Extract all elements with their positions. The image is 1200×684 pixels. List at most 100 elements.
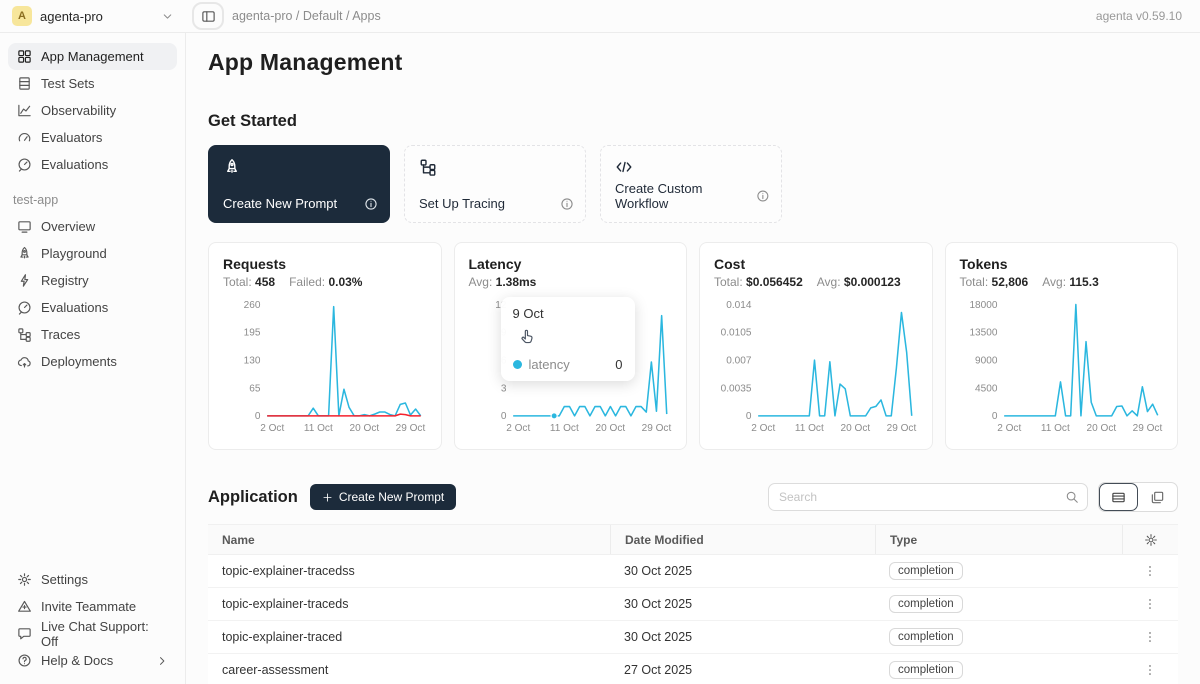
svg-text:0: 0 — [255, 411, 261, 422]
info-icon[interactable] — [756, 189, 770, 203]
chart-area[interactable]: 0 4500 9000 13500 18000 2 Oct 11 Oct 20 Oct 29 O… — [960, 293, 1164, 439]
search-icon[interactable] — [1065, 490, 1079, 504]
sidebar-item-evaluations[interactable]: Evaluations — [8, 151, 177, 178]
metric-card-tokens: Tokens Total: 52,806 Avg: 115.3 0 4500 9000 13… — [944, 242, 1178, 450]
chart-svg: 0 65 130 195 260 2 Oct 11 Oct 20 Oct 29 Oct — [244, 300, 426, 434]
stat-label: Total: — [714, 275, 743, 289]
grid-icon — [17, 49, 32, 64]
search-input[interactable] — [779, 490, 1065, 504]
chart-svg: 0 0.0035 0.007 0.0105 0.014 2 Oct 11 Oct 20 Oct… — [721, 300, 917, 434]
svg-text:18000: 18000 — [969, 300, 997, 311]
svg-text:2 Oct: 2 Oct — [751, 423, 775, 434]
create-new-prompt-button[interactable]: Create New Prompt — [309, 484, 457, 510]
svg-text:9000: 9000 — [975, 356, 998, 367]
metric-stats: Total: 52,806 Avg: 115.3 — [960, 275, 1164, 289]
sidebar-item-label: Evaluations — [41, 300, 109, 315]
applications-table: Name Date Modified Type topic-explainer-tr… — [208, 524, 1178, 684]
stat-label: Total: — [223, 275, 252, 289]
tree-icon — [419, 158, 437, 176]
table-view-button[interactable] — [1099, 483, 1138, 511]
svg-text:11 Oct: 11 Oct — [304, 423, 333, 434]
svg-text:2 Oct: 2 Oct — [997, 423, 1021, 434]
tooltip-series-label: latency — [528, 357, 570, 372]
svg-text:4500: 4500 — [975, 383, 998, 394]
sidebar-item-label: Evaluations — [41, 157, 109, 172]
row-menu-dots-icon[interactable] — [1143, 597, 1157, 611]
svg-text:20 Oct: 20 Oct — [350, 423, 380, 434]
sidebar-footer-nav: Settings Invite Teammate Live Chat Support… — [8, 566, 177, 674]
table-view-icon — [1111, 490, 1126, 505]
get-started-card-create-custom-workflow[interactable]: Create Custom Workflow — [600, 145, 782, 223]
sidebar-toggle-button[interactable] — [192, 2, 224, 30]
svg-text:11 Oct: 11 Oct — [1040, 423, 1069, 434]
sidebar-item-help-docs[interactable]: Help & Docs — [8, 647, 177, 674]
svg-text:0: 0 — [500, 411, 506, 422]
get-started-card-create-new-prompt[interactable]: Create New Prompt — [208, 145, 390, 223]
metric-title: Cost — [714, 256, 746, 272]
gauge-icon — [17, 130, 32, 145]
application-header: Application Create New Prompt — [208, 482, 1178, 512]
chat-icon — [17, 626, 32, 641]
sidebar-item-invite-teammate[interactable]: Invite Teammate — [8, 593, 177, 620]
table-row-topic-explainer-tracedss[interactable]: topic-explainer-tracedss 30 Oct 2025 compl… — [208, 555, 1178, 588]
sidebar-section-label: test-app — [13, 193, 59, 207]
application-heading: Application — [208, 487, 298, 506]
metric-stats: Total: $0.056452 Avg: $0.000123 — [714, 275, 918, 289]
date-modified-cell: 27 Oct 2025 — [624, 663, 693, 677]
chart-area[interactable]: 0 0.0035 0.007 0.0105 0.014 2 Oct 11 Oct 20 Oct… — [714, 293, 918, 439]
sidebar-item-observability[interactable]: Observability — [8, 97, 177, 124]
table-header-actions — [1122, 525, 1178, 554]
stat-value: $0.056452 — [746, 275, 803, 289]
sidebar-item-label: App Management — [41, 49, 144, 64]
sidebar-item-playground[interactable]: Playground — [8, 240, 177, 267]
plus-icon — [322, 492, 333, 503]
sidebar-item-overview[interactable]: Overview — [8, 213, 177, 240]
table-row-topic-explainer-traceds[interactable]: topic-explainer-traceds 30 Oct 2025 comple… — [208, 588, 1178, 621]
sidebar-item-label: Deployments — [41, 354, 117, 369]
row-menu-dots-icon[interactable] — [1143, 663, 1157, 677]
sidebar-item-evaluations[interactable]: Evaluations — [8, 294, 177, 321]
row-menu-dots-icon[interactable] — [1143, 630, 1157, 644]
svg-text:260: 260 — [244, 300, 261, 311]
sidebar-item-label: Test Sets — [41, 76, 95, 91]
sidebar-item-deployments[interactable]: Deployments — [8, 348, 177, 375]
observability-icon — [17, 103, 32, 118]
chevron-down-icon — [161, 10, 174, 23]
svg-text:0: 0 — [746, 411, 752, 422]
topbar: A agenta-pro agenta-pro / Default / Apps… — [0, 0, 1200, 33]
workspace-selector[interactable]: A agenta-pro — [0, 6, 186, 26]
sidebar-item-evaluators[interactable]: Evaluators — [8, 124, 177, 151]
sidebar-item-traces[interactable]: Traces — [8, 321, 177, 348]
info-icon[interactable] — [364, 197, 378, 211]
svg-text:0: 0 — [991, 411, 997, 422]
sidebar-item-live-chat-support-off[interactable]: Live Chat Support: Off — [8, 619, 177, 649]
app-name-cell: topic-explainer-tracedss — [222, 564, 355, 578]
column-header-date-modified: Date Modified — [610, 525, 875, 554]
svg-text:2 Oct: 2 Oct — [260, 423, 284, 434]
stat-value: 1.38ms — [495, 275, 537, 289]
get-started-card-set-up-tracing[interactable]: Set Up Tracing — [404, 145, 586, 223]
search-box — [768, 483, 1088, 511]
cursor-icon — [517, 327, 537, 347]
sidebar-item-app-management[interactable]: App Management — [8, 43, 177, 70]
table-row-career-assessment[interactable]: career-assessment 27 Oct 2025 completion — [208, 654, 1178, 684]
sidebar-item-label: Settings — [41, 572, 88, 587]
svg-text:20 Oct: 20 Oct — [1086, 423, 1116, 434]
date-modified-cell: 30 Oct 2025 — [624, 597, 693, 611]
row-menu-dots-icon[interactable] — [1143, 564, 1157, 578]
stat-label: Avg: — [1042, 275, 1067, 289]
stat-value: 458 — [255, 275, 276, 289]
tooltip-value: 0 — [615, 357, 623, 372]
sidebar-panel-icon — [201, 9, 216, 24]
card-view-button[interactable] — [1138, 483, 1177, 511]
svg-text:0.014: 0.014 — [726, 300, 752, 311]
table-row-topic-explainer-traced[interactable]: topic-explainer-traced 30 Oct 2025 complet… — [208, 621, 1178, 654]
info-icon[interactable] — [560, 197, 574, 211]
sidebar-item-registry[interactable]: Registry — [8, 267, 177, 294]
sidebar-item-settings[interactable]: Settings — [8, 566, 177, 593]
column-header-name: Name — [222, 532, 255, 547]
sidebar-item-test-sets[interactable]: Test Sets — [8, 70, 177, 97]
chart-area[interactable]: 0 65 130 195 260 2 Oct 11 Oct 20 Oct 29 Oct — [223, 293, 427, 439]
table-settings-gear-icon[interactable] — [1144, 533, 1158, 547]
